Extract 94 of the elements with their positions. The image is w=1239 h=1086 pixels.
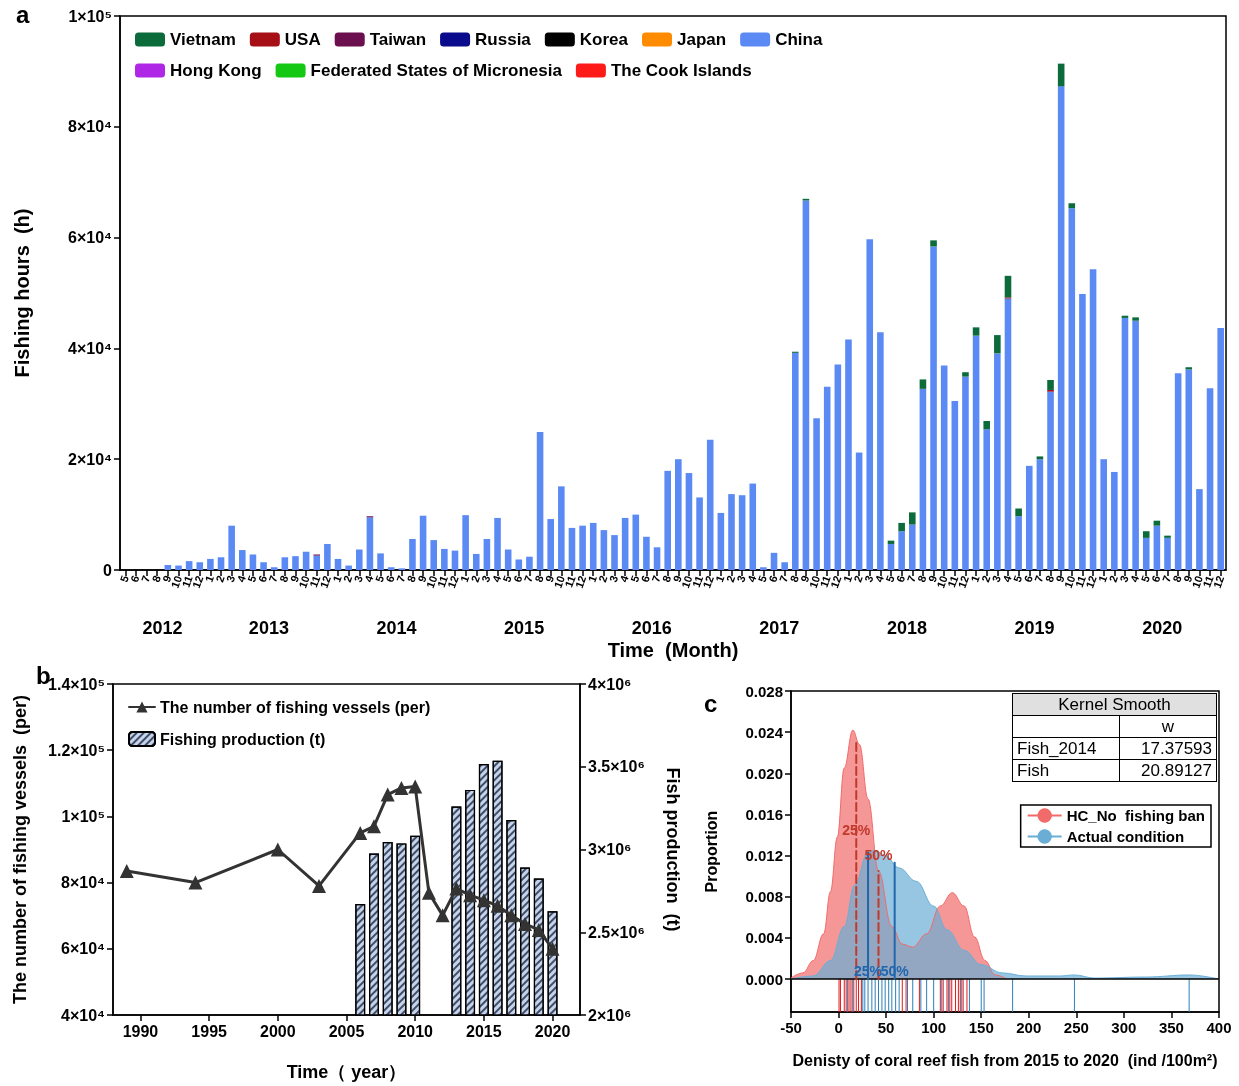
annotation: w [1119,715,1217,738]
y-axis-title: Proportion [702,810,720,893]
x-axis-title: Time (Month) [607,639,739,661]
x-tick-label: 1990 [122,1022,159,1040]
x-tick-label: 2020 [534,1022,571,1040]
x-tick-label: 6 [1021,573,1035,584]
legend-label: Korea [579,30,629,49]
legend-label: HC_No fishing ban [1066,807,1206,824]
legend-label: Russia [475,30,532,49]
x-tick-label: 350 [1158,1019,1184,1036]
x-tick-label: 250 [1063,1019,1089,1036]
y-tick-label: 0.024 [745,723,784,741]
y-axis-title: Fishing hours (h) [11,208,33,378]
y-tick-label: 1.2×10⁵ [48,741,105,759]
text: 2014 [376,618,417,638]
legend-label: Japan [677,30,727,49]
x-tick-label: 2 [213,573,227,584]
y-tick-label: 2×10⁴ [68,450,113,468]
legend-label: The number of fishing vessels (per) [160,698,431,716]
y2-axis-title: Fish production (t) [663,767,683,932]
x-tick-label: 2 [1106,573,1120,584]
x-tick-label: 2 [468,573,482,584]
legend-label: Actual condition [1066,828,1185,845]
x-tick-label: 1 [713,573,727,584]
text: 2020 [1142,618,1183,638]
x-tick-label: 100 [921,1019,947,1036]
x-tick-label: -50 [780,1019,802,1036]
y-tick-label: 1×10⁵ [61,807,105,825]
annotation: Fish [1012,759,1120,782]
legend-label: China [775,30,823,49]
y-tick-label: 6×10⁴ [61,940,106,958]
x-tick-label: 1 [968,573,982,584]
text: 2013 [248,618,289,638]
text: 2012 [142,618,183,638]
y-tick-label: 6×10⁴ [68,229,113,247]
y-tick-label: 0.028 [745,682,783,700]
legend-label: Hong Kong [170,61,262,80]
x-tick-label: 8 [915,573,929,584]
annotation: Kernel Smooth [1012,693,1217,716]
annotation: Fish_2014 [1012,737,1120,760]
y2-tick-label: 3.5×10⁶ [588,758,645,776]
legend-label: Vietnam [170,30,236,49]
x-tick-label: 3 [351,573,365,584]
legend-label: Fishing production (t) [160,730,326,748]
x-tick-label: 1995 [191,1022,228,1040]
x-tick-label: 2000 [260,1022,296,1040]
y-axis-title: The number of fishing vessels (per) [10,694,30,1005]
x-tick-label: 1 [585,573,599,584]
y2-tick-label: 4×10⁶ [588,675,632,693]
y-tick-label: 0.020 [745,764,783,782]
y-tick-label: 8×10⁴ [61,874,106,892]
chart-title: a [16,0,30,28]
y-tick-label: 0.008 [745,888,783,906]
legend-label: Taiwan [369,30,427,49]
y-tick-label: 0.012 [745,847,783,865]
y-tick-label: 4×10⁴ [61,1006,106,1024]
text: 2018 [886,618,927,638]
y-tick-label: 0.000 [745,970,783,988]
x-tick-label: 200 [1016,1019,1042,1036]
text: 2015 [504,618,545,638]
x-tick-label: 5 [117,573,131,584]
legend-label: USA [284,30,321,49]
x-tick-label: 4 [1000,573,1014,584]
x-tick-label: 2010 [397,1022,434,1040]
y-tick-label: 1×10⁵ [68,7,112,25]
x-tick-label: 50 [877,1019,895,1036]
y-tick-label: 0.016 [745,805,783,823]
legend-label: Federated States of Micronesia [310,61,563,80]
text: 2017 [759,618,800,638]
x-tick-label: 1 [330,573,344,584]
text: 2016 [631,618,672,638]
x-tick-label: 2015 [466,1022,502,1040]
x-tick-label: 8 [277,573,291,584]
y-tick-label: 0.004 [745,929,784,947]
annotation: 17.37593 [1119,737,1217,760]
x-tick-label: 300 [1111,1019,1137,1036]
x-axis-title: Time（ year） [286,1062,407,1082]
x-tick-label: 2005 [328,1022,365,1040]
y2-tick-label: 2.5×10⁶ [588,923,645,941]
x-tick-label: 2 [851,573,865,584]
chart-title: c [704,689,718,717]
legend-label: The Cook Islands [610,61,752,80]
annotation: 20.89127 [1119,759,1217,782]
y2-tick-label: 3×10⁶ [588,841,632,858]
x-tick-label: 0 [834,1019,843,1036]
x-axis-title: Denisty of coral reef fish from 2015 to 2020 (ind /100m²) [792,1051,1218,1069]
x-tick-label: 400 [1206,1019,1232,1036]
y-tick-label: 4×10⁴ [68,339,113,357]
x-tick-label: 3 [989,573,1003,584]
x-tick-label: 150 [968,1019,994,1036]
y2-tick-label: 2×10⁶ [588,1006,632,1024]
text: 2019 [1014,618,1055,638]
x-tick-label: 3 [734,573,748,584]
y-tick-label: 8×10⁴ [68,118,113,136]
